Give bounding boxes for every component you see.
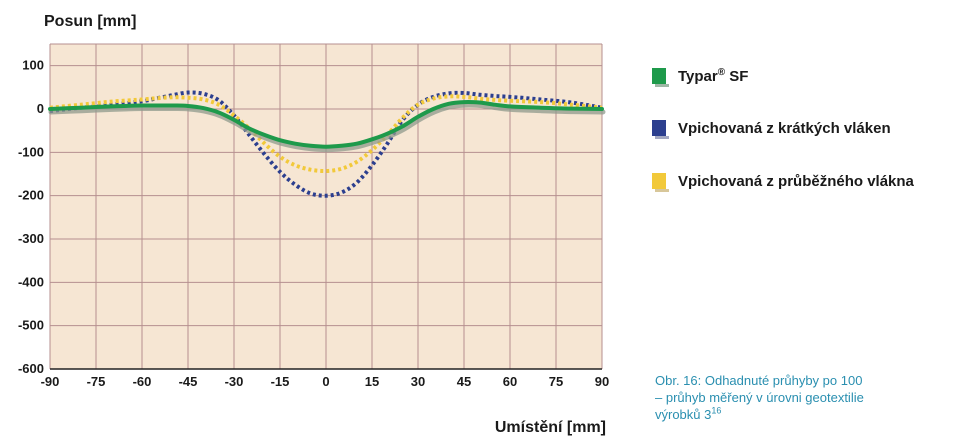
- x-tick-label: -45: [179, 374, 198, 389]
- y-tick-labels: 100 0 -100 -200 -300 -400 -500 -600: [18, 58, 44, 376]
- x-tick-label: 15: [365, 374, 379, 389]
- legend-item-typar: Typar® SF: [652, 67, 748, 87]
- series-short-fibers: [49, 90, 603, 198]
- y-tick-label: -400: [18, 274, 44, 289]
- legend-swatch-shadow-typar: [655, 84, 669, 87]
- series-typar-line: [48, 99, 604, 149]
- legend-label-continuous-fiber: Vpichovaná z průběžného vlákna: [678, 173, 915, 190]
- series-short-fibers-line: [49, 90, 603, 198]
- x-tick-labels: -90 -75 -60 -45 -30 -15 0 15 30 45 60 75 90: [41, 374, 610, 389]
- legend: Typar® SF Vpichovaná z krátkých vláken V…: [652, 67, 915, 192]
- y-tick-label: -500: [18, 318, 44, 333]
- y-tick-label: 0: [37, 101, 44, 116]
- x-tick-label: -75: [87, 374, 106, 389]
- caption-line-3-ref: 16: [711, 405, 722, 416]
- series-typar-shadow: [48, 102, 606, 153]
- x-tick-label: 30: [411, 374, 425, 389]
- legend-swatch-shadow-short-fibers: [655, 136, 669, 139]
- caption-line-2: – průhyb měřený v úrovni geotextilie: [655, 390, 864, 405]
- legend-label-typar: Typar® SF: [678, 67, 748, 85]
- caption-line-1: Obr. 16: Odhadnuté průhyby po 100: [655, 373, 863, 388]
- x-tick-label: 75: [549, 374, 563, 389]
- legend-label-typar-sup: ®: [718, 67, 726, 78]
- x-tick-label: 45: [457, 374, 471, 389]
- legend-swatch-short-fibers: [652, 120, 666, 136]
- series-typar: [48, 99, 606, 153]
- legend-swatch-shadow-continuous-fiber: [655, 189, 669, 192]
- legend-label-typar-suffix: SF: [725, 68, 748, 85]
- legend-label-short-fibers: Vpichovaná z krátkých vláken: [678, 120, 891, 137]
- x-tick-label: -30: [225, 374, 244, 389]
- y-tick-label: -100: [18, 144, 44, 159]
- x-tick-label: 0: [322, 374, 329, 389]
- legend-item-short-fibers: Vpichovaná z krátkých vláken: [652, 120, 891, 139]
- legend-swatch-continuous-fiber: [652, 173, 666, 189]
- series-lines: [48, 90, 606, 198]
- legend-item-continuous-fiber: Vpichovaná z průběžného vlákna: [652, 173, 915, 192]
- figure-caption: Obr. 16: Odhadnuté průhyby po 100 – průh…: [655, 372, 955, 432]
- y-axis-title: Posun [mm]: [44, 13, 136, 30]
- x-tick-label: 90: [595, 374, 609, 389]
- y-tick-label: 100: [22, 58, 44, 73]
- x-tick-label: -60: [133, 374, 152, 389]
- legend-label-typar-name: Typar: [678, 68, 718, 85]
- legend-swatch-typar: [652, 68, 666, 84]
- x-axis-title: Umístění [mm]: [495, 419, 606, 436]
- caption-line-3-text: výrobků 3: [655, 407, 712, 422]
- y-tick-label: -600: [18, 361, 44, 376]
- x-tick-label: 60: [503, 374, 517, 389]
- y-tick-label: -300: [18, 231, 44, 246]
- caption-line-3: výrobků 316: [655, 406, 955, 423]
- y-tick-label: -200: [18, 188, 44, 203]
- x-tick-label: -15: [271, 374, 290, 389]
- x-tick-label: -90: [41, 374, 60, 389]
